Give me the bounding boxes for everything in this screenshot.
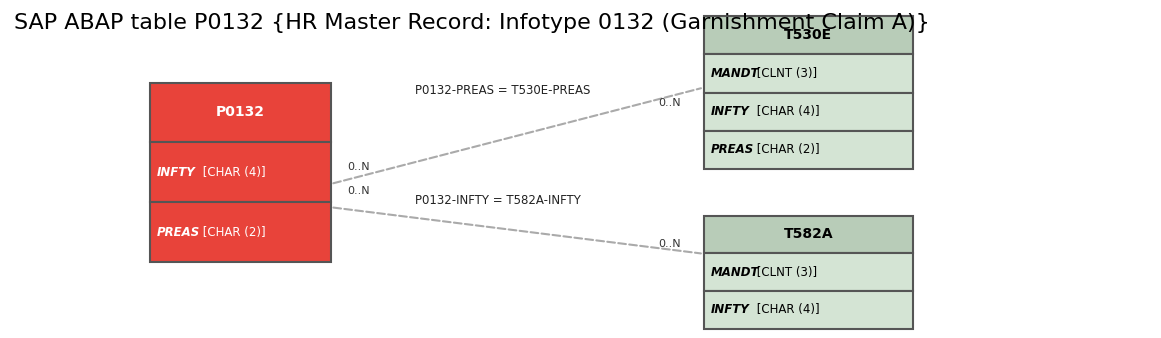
Text: P0132: P0132 (216, 105, 265, 120)
Text: P0132-INFTY = T582A-INFTY: P0132-INFTY = T582A-INFTY (416, 194, 582, 207)
Text: T530E: T530E (784, 28, 832, 42)
FancyBboxPatch shape (704, 253, 913, 291)
Text: [CHAR (4)]: [CHAR (4)] (199, 166, 266, 179)
Text: [CHAR (2)]: [CHAR (2)] (752, 143, 820, 156)
Text: MANDT: MANDT (711, 266, 759, 279)
Text: [CHAR (4)]: [CHAR (4)] (752, 303, 820, 316)
Text: SAP ABAP table P0132 {HR Master Record: Infotype 0132 (Garnishment Claim A)}: SAP ABAP table P0132 {HR Master Record: … (14, 13, 930, 33)
Text: 0..N: 0..N (347, 186, 370, 196)
Text: [CLNT (3)]: [CLNT (3)] (752, 67, 817, 80)
Text: T582A: T582A (784, 227, 834, 241)
FancyBboxPatch shape (704, 54, 913, 93)
FancyBboxPatch shape (704, 93, 913, 131)
Text: 0..N: 0..N (347, 162, 370, 172)
Text: PREAS: PREAS (157, 226, 200, 239)
FancyBboxPatch shape (704, 131, 913, 169)
Text: INFTY: INFTY (711, 105, 749, 118)
FancyBboxPatch shape (704, 216, 913, 253)
Text: PREAS: PREAS (711, 143, 753, 156)
FancyBboxPatch shape (150, 142, 331, 202)
Text: INFTY: INFTY (711, 303, 749, 316)
Text: INFTY: INFTY (157, 166, 195, 179)
FancyBboxPatch shape (704, 16, 913, 54)
FancyBboxPatch shape (704, 291, 913, 329)
Text: 0..N: 0..N (658, 97, 682, 107)
Text: 0..N: 0..N (658, 239, 682, 249)
FancyBboxPatch shape (150, 82, 331, 142)
FancyBboxPatch shape (150, 202, 331, 262)
Text: [CLNT (3)]: [CLNT (3)] (752, 266, 817, 279)
Text: MANDT: MANDT (711, 67, 759, 80)
Text: [CHAR (4)]: [CHAR (4)] (752, 105, 820, 118)
Text: P0132-PREAS = T530E-PREAS: P0132-PREAS = T530E-PREAS (416, 84, 591, 97)
Text: [CHAR (2)]: [CHAR (2)] (199, 226, 266, 239)
